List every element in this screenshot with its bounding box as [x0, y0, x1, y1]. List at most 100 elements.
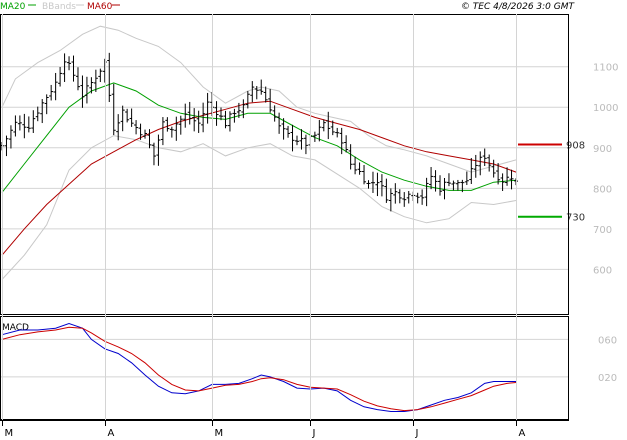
macd-signal-line — [1, 326, 517, 412]
price-y-tick-label: 800 — [593, 184, 612, 195]
price-bar — [366, 180, 371, 189]
macd-y-tick-label: 060 — [598, 335, 617, 346]
price-bar — [303, 134, 308, 155]
price-bar — [17, 115, 22, 131]
macd-grid — [1, 338, 568, 378]
price-bar — [312, 131, 317, 142]
price-bar — [353, 156, 358, 175]
price-bar — [80, 75, 85, 108]
price-bar — [446, 173, 451, 187]
price-bar — [192, 108, 197, 132]
price-bar — [138, 123, 143, 140]
price-bar — [294, 135, 299, 146]
price-bar — [259, 79, 264, 95]
price-bar — [420, 189, 425, 205]
price-bar — [178, 115, 183, 135]
level-label: 730 — [566, 213, 585, 224]
x-tick-label: M — [215, 428, 224, 439]
price-bar — [433, 170, 438, 192]
price-bar — [156, 134, 161, 166]
price-bar — [379, 174, 384, 197]
price-bar — [424, 177, 429, 207]
price-bar — [67, 56, 72, 71]
price-bar — [35, 106, 40, 122]
price-bar — [335, 127, 340, 138]
price-bar — [254, 86, 259, 100]
price-bar — [134, 120, 139, 135]
price-bar — [250, 81, 255, 103]
price-bar — [165, 117, 170, 132]
price-bar — [129, 108, 134, 127]
price-bar — [232, 108, 237, 123]
price-bar — [455, 179, 460, 191]
price-bar — [397, 189, 402, 204]
price-bar — [223, 110, 228, 129]
price-bar — [509, 169, 514, 190]
price-bar — [442, 177, 447, 200]
price-y-tick-label: 700 — [593, 225, 612, 236]
price-bar — [500, 173, 505, 191]
price-bar — [263, 86, 268, 103]
x-tick-label: J — [415, 428, 419, 439]
macd-y-tick-label: 020 — [598, 373, 617, 384]
price-bar — [116, 114, 121, 141]
price-bar — [205, 92, 210, 124]
price-bar — [281, 118, 286, 140]
legend-ma20: MA20 — [0, 2, 26, 12]
x-tick-label: A — [519, 428, 526, 439]
price-bar — [26, 116, 31, 133]
price-bar — [98, 68, 103, 83]
price-y-tick-label: 1100 — [593, 63, 618, 74]
price-bar — [31, 110, 36, 133]
price-bar — [196, 110, 201, 133]
price-bar — [214, 101, 219, 126]
price-bar — [429, 167, 434, 190]
price-bar — [344, 135, 349, 153]
price-bar — [151, 142, 156, 166]
price-bar — [286, 125, 291, 138]
price-bars — [0, 52, 518, 212]
price-bar — [44, 94, 49, 115]
price-bar — [58, 66, 63, 87]
price-bar — [160, 117, 165, 146]
price-bar — [362, 165, 367, 185]
x-tick-label: J — [312, 428, 316, 439]
legend-ma60: MA60 — [87, 2, 113, 12]
price-y-tick-label: 1000 — [593, 103, 618, 114]
ma60-line — [1, 100, 517, 256]
price-bar — [147, 129, 152, 149]
price-bar — [339, 127, 344, 155]
price-bar — [169, 126, 174, 138]
price-bar — [49, 84, 54, 101]
macd-title: MACD — [2, 323, 29, 333]
price-bar — [4, 135, 9, 157]
price-bar — [496, 163, 501, 185]
price-bar — [93, 69, 98, 92]
price-bar — [406, 190, 411, 204]
price-bar — [174, 116, 179, 141]
price-bar — [107, 52, 112, 103]
price-bar — [330, 120, 335, 136]
price-bar — [348, 144, 353, 170]
price-bar — [491, 159, 496, 178]
price-bar — [415, 192, 420, 204]
price-bar — [272, 105, 277, 122]
price-y-axis: 600 700 800 900 1000 1100 — [593, 63, 618, 277]
price-levels: 908 730 — [518, 141, 585, 224]
price-bar — [143, 129, 148, 139]
price-bar — [236, 102, 241, 118]
price-bar — [487, 154, 492, 172]
price-bar — [290, 124, 295, 152]
price-bar — [125, 108, 130, 123]
price-bar — [13, 115, 18, 137]
price-bar — [393, 183, 398, 204]
price-bar — [321, 119, 326, 132]
price-y-tick-label: 900 — [593, 144, 612, 155]
price-bar — [482, 148, 487, 166]
ma20-line — [1, 82, 517, 193]
price-bar — [451, 180, 456, 191]
price-y-tick-label: 600 — [593, 265, 612, 276]
